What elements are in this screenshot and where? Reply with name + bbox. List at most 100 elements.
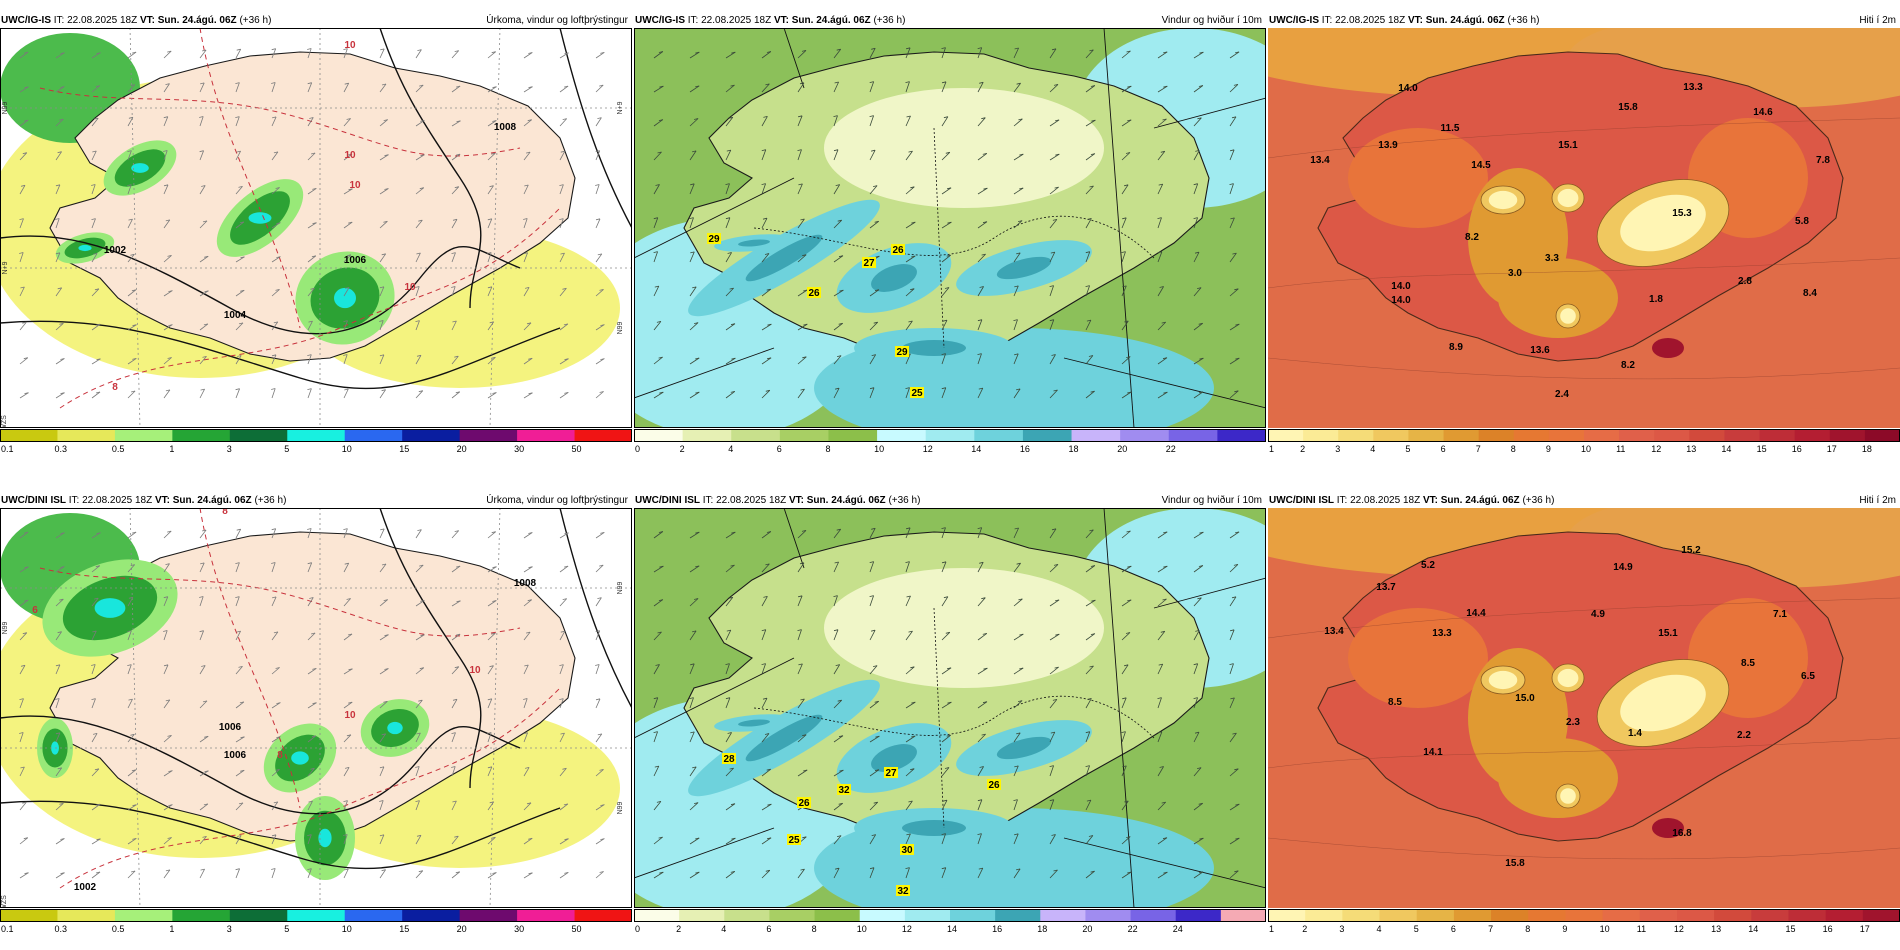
wind-arrow-head [835,184,840,186]
wind-arrow-head [1090,565,1095,567]
wind-arrow-head [91,664,96,666]
color-swatch [995,909,1041,922]
glacier-core [1560,308,1576,324]
wind-arrow-head [729,287,734,290]
wind-arrow [199,630,204,641]
scale-tick-label: 17 [1826,444,1837,454]
wind-arrow [905,800,913,811]
wind-arrow [689,322,699,331]
wind-arrow-head [163,150,168,152]
color-scale [634,429,1266,442]
scale-tick-label: 30 [514,924,525,934]
wind-arrow-head [240,769,245,772]
wind-arrow [833,802,843,811]
wind-arrow-head [1127,871,1132,874]
latitude-label: N99 [2,101,9,114]
isotherms [1268,117,1900,380]
wind-arrow [487,321,495,331]
color-swatch [1478,429,1515,442]
wind-arrow-head [944,767,950,769]
wind-arrow-head [1089,49,1094,52]
wind-arrow [487,51,496,59]
wind-arrow [595,698,601,709]
wind-arrow [1121,599,1132,607]
wind-arrow-head [275,769,280,771]
wind-arrow [487,252,492,263]
gust-marker [707,233,721,244]
wind-arrow [523,322,532,331]
wind-arrow [1085,565,1096,573]
wind-arrow-head [239,701,244,704]
wind-arrow-head [1160,630,1165,633]
temp-map: 5.215.213.714.914.4 4.9 7.113.4 13.3 15.18.5… [1268,508,1900,908]
wind-arrow [235,596,240,607]
wind-arrow-head [1051,354,1056,356]
wind-arrow-head [763,116,768,118]
scale-tick-label: 20 [456,924,467,934]
precip-cell-max [78,244,92,252]
scale-tick-label: 13 [1686,444,1697,454]
wind-arrow-head [416,732,421,735]
scale-tick-label: 1 [169,924,175,934]
wind-arrow-head [60,358,65,360]
wind-arrow-head [384,668,389,670]
wind-arrow-head [947,187,952,190]
wind-arrow-head [130,84,135,86]
temperature-value-label: 15.1 [1658,628,1678,639]
scale-tick-label: 2 [1302,924,1308,934]
region-line [634,657,795,739]
map-area: 5.2 15.2 13.7 14.9 14.4 4.9 7.1 13.4 13.3 15.1 8.5… [1268,508,1900,908]
wind-arrow-head [564,838,569,841]
wind-arrow [343,868,349,879]
temperature-contours [39,508,561,889]
wind-arrow-head [201,185,206,187]
scale-tick-label: 1 [1269,444,1275,454]
scale-tick-label: 4 [728,444,734,454]
wind-arrow [343,734,352,743]
wind-arrow [1085,319,1092,331]
wind-arrow [941,81,947,93]
wind-arrow-head [982,153,987,155]
wind-arrow [523,287,530,297]
wind-streak-core [902,340,966,356]
wind-arrow [163,50,172,59]
wind-arrow [307,597,314,607]
wind-arrow-head [1091,599,1096,602]
wind-arrow [163,530,172,539]
wind-arrow-head [560,630,565,633]
wind-arrow-head [762,697,768,700]
wind-arrow-head [415,286,420,288]
wind-arrow [1013,153,1024,161]
scale-tick-label: 16 [992,924,1003,934]
wind-arrow [1157,837,1168,845]
wind-arrow-head [802,734,807,737]
wind-arrow [1121,697,1127,709]
wind-arrow [595,597,602,607]
color-scale-frame [634,909,1266,922]
wind-arrow [379,253,387,263]
wind-arrow-head [1053,84,1059,86]
wind-arrow-head [908,150,913,153]
wind-arrow [595,838,605,845]
color-swatch [904,909,951,922]
wind-streak-core [996,736,1052,760]
panel-header: UWC/IG-IS IT: 22.08.2025 18Z VT: Sun. 24… [634,14,1266,28]
wind-arrow-head [1160,150,1165,153]
wind-arrow [415,766,420,777]
temp-zone-warm [1652,818,1684,838]
wind-arrow [1085,285,1090,297]
gust-value-label: 25 [788,835,800,846]
wind-arrow [307,288,315,297]
temperature-value-label: 13.3 [1683,82,1703,93]
wind-arrow-head [271,868,276,870]
color-swatch [1373,429,1409,442]
wind-arrow [905,527,911,539]
wind-arrow [343,254,352,263]
wind-arrow [1085,153,1096,161]
iceland-land [49,531,576,842]
latitude-label: N+9 [617,101,624,114]
wind-arrow-head [271,82,276,84]
wind-arrow-head [559,184,564,186]
wind-arrow-head [1124,320,1129,323]
